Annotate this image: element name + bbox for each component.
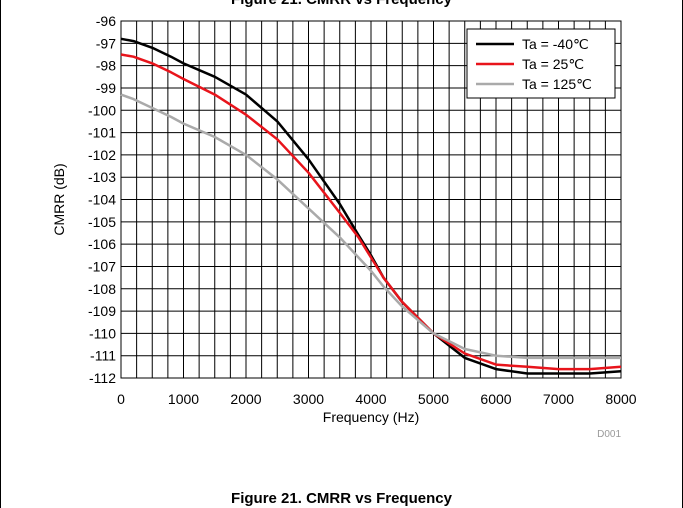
y-tick-label: -99 bbox=[96, 80, 116, 96]
y-tick-label: -101 bbox=[88, 125, 116, 141]
x-tick-label: 6000 bbox=[480, 391, 511, 407]
legend-entry-label: Ta = 125℃ bbox=[522, 76, 592, 92]
figure-caption: Figure 21. CMRR vs Frequency bbox=[231, 490, 452, 507]
plot-area-border bbox=[120, 20, 622, 379]
y-tick-label: -105 bbox=[88, 214, 116, 230]
y-tick-labels: -96 -97 -98 -99 -100 -101 -102 -103 -104 -105 -106… bbox=[88, 13, 116, 386]
legend: Ta = -40℃ Ta = 25℃ Ta = 125℃ bbox=[466, 28, 616, 99]
y-tick-label: -98 bbox=[96, 58, 116, 74]
y-tick-label: -107 bbox=[88, 258, 116, 274]
x-tick-label: 7000 bbox=[543, 391, 574, 407]
y-tick-label: -106 bbox=[88, 236, 116, 252]
x-tick-label: 8000 bbox=[605, 391, 636, 407]
x-tick-label: 0 bbox=[117, 391, 125, 407]
x-axis-label: Frequency (Hz) bbox=[323, 409, 419, 425]
x-tick-label: 3000 bbox=[293, 391, 324, 407]
y-axis-label: CMRR (dB) bbox=[51, 163, 67, 235]
figure-code: D001 bbox=[597, 429, 621, 440]
y-tick-label: -97 bbox=[96, 35, 116, 51]
x-tick-label: 1000 bbox=[168, 391, 199, 407]
x-tick-label: 4000 bbox=[355, 391, 386, 407]
legend-entry-label: Ta = -40℃ bbox=[522, 36, 589, 52]
y-tick-label: -104 bbox=[88, 192, 116, 208]
y-tick-label: -110 bbox=[89, 325, 116, 341]
y-tick-label: -111 bbox=[90, 348, 116, 364]
series-line-2 bbox=[120, 53, 622, 371]
legend-entry-label: Ta = 25℃ bbox=[522, 56, 584, 72]
y-tick-label: -109 bbox=[88, 303, 116, 319]
y-tick-label: -112 bbox=[89, 370, 116, 386]
series-lines bbox=[120, 37, 622, 375]
figure-top-title: Figure 21. CMRR vs Frequency bbox=[0, 0, 683, 8]
y-tick-label: -96 bbox=[96, 13, 116, 29]
series-line-1 bbox=[120, 37, 622, 375]
y-tick-label: -100 bbox=[88, 102, 116, 118]
x-tick-label: 5000 bbox=[418, 391, 449, 407]
y-tick-label: -103 bbox=[88, 169, 116, 185]
x-tick-labels: 0 1000 2000 3000 4000 5000 6000 7000 8000 bbox=[117, 391, 637, 407]
x-tick-label: 2000 bbox=[230, 391, 261, 407]
y-tick-label: -108 bbox=[88, 281, 116, 297]
series-line-3 bbox=[120, 93, 621, 360]
y-tick-label: -102 bbox=[88, 147, 116, 163]
